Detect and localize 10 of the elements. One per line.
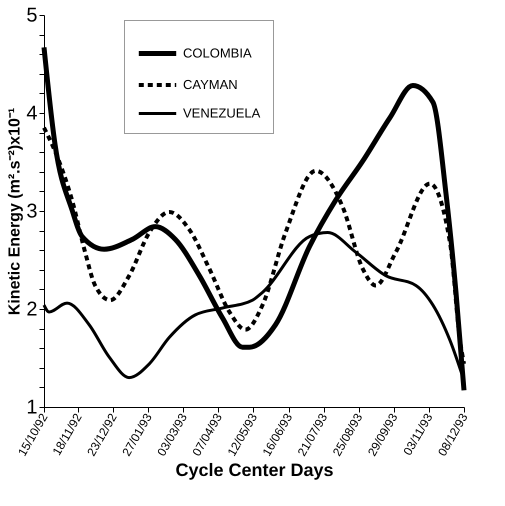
y-tick-label: 5	[26, 4, 38, 26]
y-tick-label: 2	[26, 298, 38, 320]
legend-label: COLOMBIA	[183, 46, 252, 60]
x-axis-title: Cycle Center Days	[175, 460, 334, 480]
y-axis-title: Kinetic Energy (m².s⁻²)x10⁻¹	[6, 108, 24, 316]
y-tick-label: 4	[26, 102, 38, 124]
legend-label: VENEZUELA	[183, 106, 261, 120]
legend-label: CAYMAN	[183, 77, 238, 92]
y-tick-label: 1	[26, 396, 38, 418]
y-tick-label: 3	[26, 200, 38, 222]
